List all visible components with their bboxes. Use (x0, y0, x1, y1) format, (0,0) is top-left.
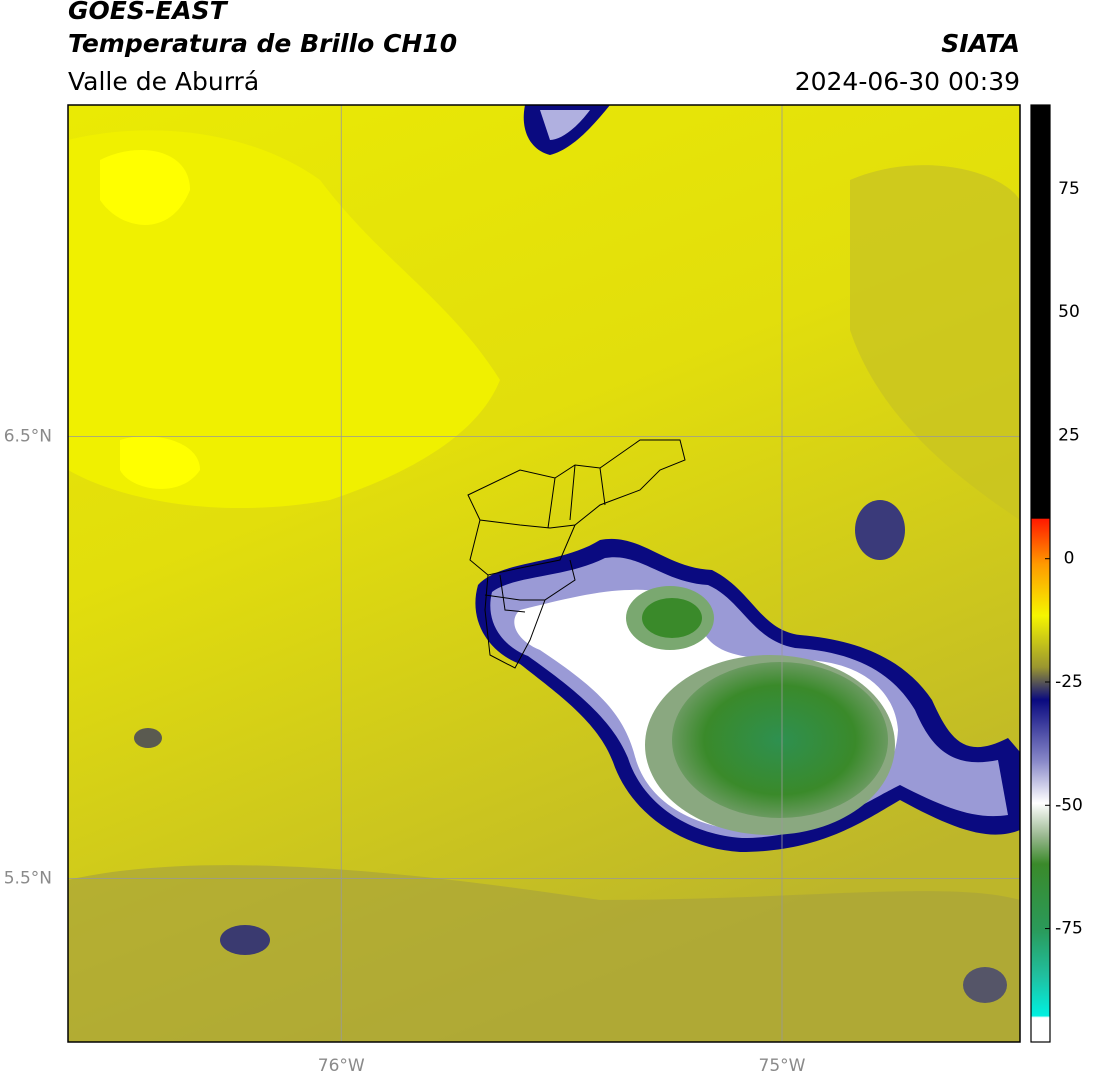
boundary (484, 464, 606, 613)
y-tick-label: 6.5°N (4, 426, 52, 446)
colorbar-tick-label: 75 (1058, 179, 1080, 199)
satellite: GOES-EAST (68, 0, 229, 25)
map-frame (67, 104, 1021, 1043)
colorbar-tick-label: -25 (1055, 672, 1083, 692)
colorbar (1030, 104, 1051, 1043)
municipal-boundaries (467, 439, 686, 669)
boundary (484, 559, 576, 669)
map (68, 105, 1020, 1042)
region: Valle de Aburrá (68, 67, 259, 96)
olive-area (850, 165, 1020, 520)
storm-cell (540, 110, 590, 140)
colorbar-tick-label: 50 (1058, 302, 1080, 322)
colorbar-tick-label: -75 (1055, 919, 1083, 939)
y-tick-label: 5.5°N (4, 868, 52, 888)
cold-spot (855, 500, 905, 560)
boundary (469, 519, 576, 576)
storm-core (672, 662, 888, 818)
bright-area (100, 150, 190, 225)
grid (68, 105, 1020, 1042)
bright-area (120, 436, 200, 489)
cold-spot (220, 925, 270, 955)
storm-core (642, 598, 702, 638)
product: Temperatura de Brillo CH10 (68, 29, 457, 58)
x-tick-label: 75°W (759, 1056, 806, 1076)
cold-spot (963, 967, 1007, 1003)
cold-spot (134, 728, 162, 748)
colorbar-tick-label: 25 (1058, 425, 1080, 445)
datetime: 2024-06-30 00:39 (795, 67, 1020, 96)
x-tick-label: 76°W (318, 1056, 365, 1076)
colorbar-tick-label: 0 (1064, 549, 1075, 569)
institution: SIATA (941, 29, 1020, 58)
boundary (467, 439, 686, 529)
colorbar-tick-label: -50 (1055, 795, 1083, 815)
bright-area (68, 130, 500, 509)
